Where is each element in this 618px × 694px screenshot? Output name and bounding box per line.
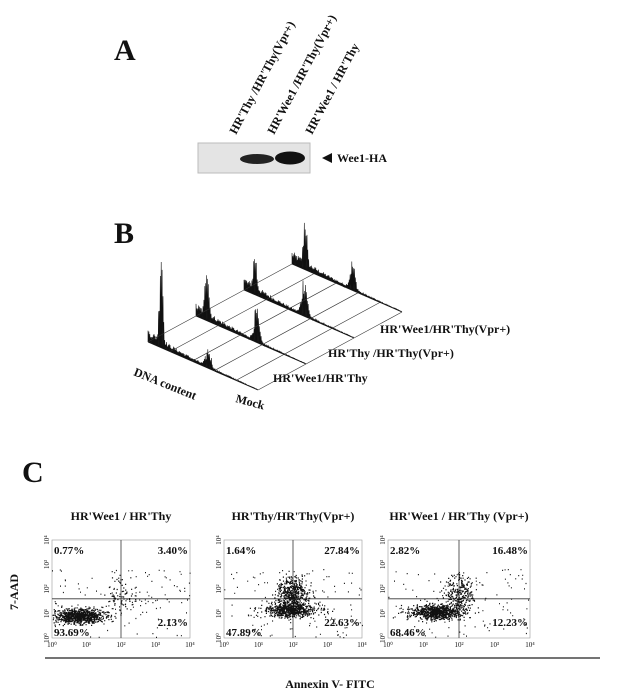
panel-label: A [114,34,136,67]
x-tick-label: 10² [116,641,125,649]
x-tick-label: 10⁴ [357,641,367,649]
sample-label: HR'Thy /HR'Thy(Vpr+) [328,346,454,360]
quadrant-percent: 2.13% [158,617,188,629]
quadrant-percent: 3.40% [158,545,188,557]
grid-line [213,292,359,372]
plot-title: HR'Wee1 / HR'Thy (Vpr+) [389,509,528,523]
y-tick-label: 10⁰ [43,633,51,643]
y-tick-label: 10⁰ [379,633,387,643]
quadrant-percent: 1.64% [226,545,256,557]
y-tick-label: 10¹ [215,609,223,618]
quadrant-percent: 27.84% [324,545,360,557]
grid-line [191,282,337,362]
quadrant-percent: 0.77% [54,545,84,557]
band-label: Wee1-HA [337,151,387,165]
y-tick-label: 10¹ [379,609,387,618]
x-tick-label: 10¹ [419,641,428,649]
y-tick-label: 10² [215,584,223,593]
quadrant-percent: 93.69% [54,627,90,639]
arrow [322,153,332,163]
quadrant-percent: 22.63% [324,617,360,629]
axis-label: Annexin V- FITC [285,677,375,691]
grid-line [257,311,403,391]
x-tick-label: 10³ [490,641,499,649]
x-tick-label: 10⁰ [47,641,57,649]
x-tick-label: 10² [454,641,463,649]
y-tick-label: 10³ [43,560,51,569]
panel-label: B [114,217,134,250]
y-tick-label: 10⁴ [43,535,51,545]
x-tick-label: 10⁴ [185,641,195,649]
histogram [291,222,402,312]
y-tick-label: 10⁴ [215,535,223,545]
y-tick-label: 10² [379,584,387,593]
grid-line [235,302,381,381]
y-tick-label: 10⁴ [379,535,387,545]
y-tick-label: 10¹ [43,609,51,618]
x-tick-label: 10⁰ [219,641,229,649]
sample-label: HR'Wee1/HR'Thy(Vpr+) [380,322,510,336]
band [275,151,305,165]
x-tick-label: 10¹ [82,641,91,649]
quadrant-percent: 47.89% [226,627,262,639]
x-tick-label: 10² [288,641,297,649]
plot-title: HR'Wee1 / HR'Thy [71,509,172,523]
event-dots [52,569,191,638]
histogram [147,261,258,390]
quadrant-percent: 2.82% [390,545,420,557]
event-dots [388,569,530,638]
band [240,154,274,164]
y-tick-label: 10³ [379,560,387,569]
x-tick-label: 10³ [151,641,160,649]
panel-label: C [22,456,44,489]
x-tick-label: 10¹ [254,641,263,649]
grid-line [147,263,293,343]
quadrant-percent: 68.46% [390,627,426,639]
y-tick-label: 10³ [215,560,223,569]
y-tick-label: 10⁰ [215,633,223,643]
axis-label: 7-AAD [7,574,21,610]
quadrant-percent: 12.23% [492,617,528,629]
sample-label: HR'Wee1/HR'Thy [273,371,368,385]
y-tick-label: 10² [43,584,51,593]
histogram [195,275,306,364]
grid-line [169,273,315,352]
plot-title: HR'Thy/HR'Thy(Vpr+) [232,509,355,523]
x-tick-label: 10³ [323,641,332,649]
x-tick-label: 10⁰ [383,641,393,649]
event-dots [224,569,363,639]
x-tick-label: 10⁴ [525,641,535,649]
quadrant-percent: 16.48% [492,545,528,557]
histogram [243,259,354,338]
